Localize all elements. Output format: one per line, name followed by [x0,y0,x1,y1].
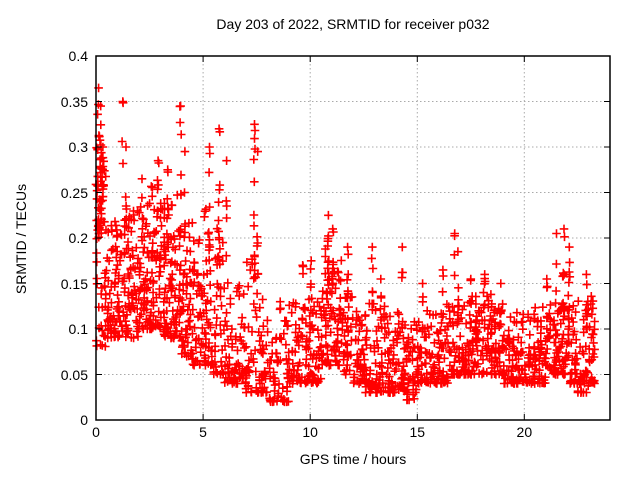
y-tick-label: 0.2 [68,230,88,246]
tick-marks [95,55,610,421]
y-tick-label: 0.1 [68,321,88,337]
y-tick-label: 0.05 [60,366,88,383]
x-axis-label: GPS time / hours [299,451,407,467]
scatter-points [91,83,599,407]
x-tick-label: 5 [199,424,207,440]
chart-title: Day 203 of 2022, SRMTID for receiver p03… [216,16,490,32]
x-tick-label: 15 [409,424,426,440]
x-tick-label: 0 [92,424,100,440]
y-tick-label: 0 [80,412,88,428]
y-tick-label: 0.3 [68,139,88,155]
y-tick-label: 0.35 [60,93,88,110]
x-tick-label: 20 [516,424,533,440]
y-tick-label: 0.15 [60,275,88,292]
y-tick-label: 0.25 [60,184,88,201]
y-tick-label: 0.4 [68,48,88,64]
x-tick-label: 10 [302,424,318,440]
